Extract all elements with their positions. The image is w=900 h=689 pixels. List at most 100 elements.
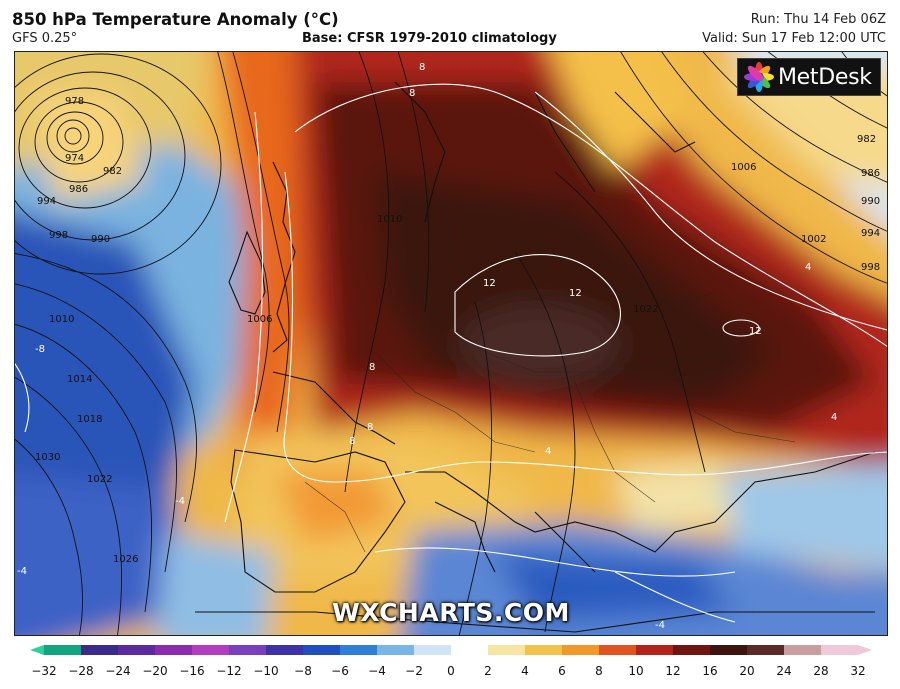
anomaly-contours <box>15 83 887 623</box>
anomaly-label: 4 <box>545 446 551 457</box>
isobar-label: 1006 <box>731 162 756 173</box>
colorbar-swatch <box>155 645 193 655</box>
chart-title: 850 hPa Temperature Anomaly (°C) <box>12 10 339 29</box>
isobar-label: 1026 <box>113 554 138 565</box>
isobar-label: 1010 <box>49 314 74 325</box>
colorbar-swatch <box>821 645 859 655</box>
isobar-label: 994 <box>861 228 880 239</box>
anomaly-map: 978 974 982 986 990 994 998 1010 1014 10… <box>14 51 888 636</box>
isobar-label: 1006 <box>247 314 272 325</box>
colorbar-swatch <box>303 645 341 655</box>
colorbar-tick-label: 8 <box>595 664 603 678</box>
colorbar-swatch <box>525 645 563 655</box>
isobar-label: 974 <box>65 153 84 164</box>
colorbar-tick-label: 2 <box>484 664 492 678</box>
isobar-label: 986 <box>69 184 88 195</box>
isobar-label: 998 <box>49 230 68 241</box>
colorbar-arrow-high <box>858 645 872 655</box>
colorbar-swatch <box>636 645 674 655</box>
colorbar-swatch <box>377 645 415 655</box>
anomaly-label: 8 <box>419 62 425 73</box>
borders <box>304 201 796 553</box>
climatology-base-label: Base: CFSR 1979-2010 climatology <box>302 31 557 46</box>
anomaly-label: -4 <box>17 566 27 577</box>
colorbar-tick-label: −10 <box>253 664 278 678</box>
anomaly-label: 8 <box>367 422 373 433</box>
colorbar-tick-label: −24 <box>105 664 130 678</box>
anomaly-label: 8 <box>409 88 415 99</box>
anomaly-label: 4 <box>831 412 837 423</box>
isobar-label: 978 <box>65 96 84 107</box>
model-label: GFS 0.25° <box>12 31 78 46</box>
colorbar-tick-label: 28 <box>813 664 828 678</box>
coastlines <box>195 81 876 633</box>
isobar-label: 990 <box>91 234 110 245</box>
colorbar-tick-label: 0 <box>447 664 455 678</box>
colorbar-tick-label: 32 <box>850 664 865 678</box>
colorbar-swatch <box>266 645 304 655</box>
colorbar-swatch <box>340 645 378 655</box>
isobar-label: 982 <box>103 166 122 177</box>
isobar-label: 990 <box>861 196 880 207</box>
isobar-contours <box>15 52 887 635</box>
metdesk-flower-icon <box>744 62 774 92</box>
colorbar-tick-labels: −32 −28 −24 −20 −16 −12 −10 −8 −6 −4 −2 0 2 4 6 8 10 12 16… <box>31 664 865 678</box>
colorbar-swatch <box>562 645 600 655</box>
colorbar-tick-label: −6 <box>331 664 349 678</box>
anomaly-label: -4 <box>655 620 665 631</box>
colorbar-tick-label: −12 <box>216 664 241 678</box>
isobar-label: 1014 <box>67 374 92 385</box>
colorbar-tick-label: 6 <box>558 664 566 678</box>
watermark: WXCHARTS.COM <box>332 598 570 627</box>
isobar-label: 1030 <box>35 452 60 463</box>
colorbar-swatch <box>451 645 489 655</box>
isobar-label: 994 <box>37 196 56 207</box>
anomaly-label: 12 <box>483 278 496 289</box>
colorbar-tick-label: −4 <box>368 664 386 678</box>
valid-time-label: Valid: Sun 17 Feb 12:00 UTC <box>702 31 886 46</box>
anomaly-labels: 8 8 8 8 8 12 12 12 -8 4 4 -4 -4 -4 4 <box>17 62 837 631</box>
colorbar-swatch <box>81 645 119 655</box>
colorbar-swatch <box>488 645 526 655</box>
logo-text: MetDesk <box>778 64 872 90</box>
colorbar-tick-label: 12 <box>665 664 680 678</box>
colorbar-tick-label: −32 <box>31 664 56 678</box>
colorbar-swatch <box>784 645 822 655</box>
isobar-label: 1022 <box>87 474 112 485</box>
isobar-label: 982 <box>857 134 876 145</box>
isobar-label: 1002 <box>801 234 826 245</box>
colorbar-swatches <box>30 645 872 655</box>
colorbar-swatch <box>673 645 711 655</box>
colorbar-swatch <box>118 645 156 655</box>
isobar-label: 998 <box>861 262 880 273</box>
colorbar-legend: −32 −28 −24 −20 −16 −12 −10 −8 −6 −4 −2 0 2 4 6 8 10 12 16… <box>30 645 872 678</box>
isobar-labels: 978 974 982 986 990 994 998 1010 1014 10… <box>35 96 880 565</box>
anomaly-label: 12 <box>749 326 762 337</box>
isobar-label: 986 <box>861 168 880 179</box>
run-time-label: Run: Thu 14 Feb 06Z <box>750 12 886 27</box>
colorbar-tick-label: 16 <box>702 664 717 678</box>
colorbar-tick-label: −8 <box>294 664 312 678</box>
colorbar-swatch <box>44 645 82 655</box>
anomaly-label: 8 <box>349 436 355 447</box>
colorbar-tick-label: 20 <box>739 664 754 678</box>
colorbar-swatch <box>192 645 230 655</box>
colorbar-tick-label: 24 <box>776 664 791 678</box>
anomaly-label: 4 <box>805 262 811 273</box>
anomaly-label: -4 <box>175 496 185 507</box>
colorbar-tick-label: 10 <box>628 664 643 678</box>
anomaly-label: 8 <box>369 362 375 373</box>
colorbar-tick-label: −16 <box>179 664 204 678</box>
colorbar-swatch <box>599 645 637 655</box>
metdesk-logo: MetDesk <box>737 58 881 96</box>
colorbar-tick-label: 4 <box>521 664 529 678</box>
isobar-label: 1010 <box>377 214 402 225</box>
anomaly-field <box>15 52 887 635</box>
colorbar-swatch <box>710 645 748 655</box>
colorbar-swatch <box>229 645 267 655</box>
anomaly-label: -8 <box>35 344 45 355</box>
colorbar-tick-label: −20 <box>142 664 167 678</box>
isobar-label: 1022 <box>633 304 658 315</box>
colorbar-swatch <box>414 645 452 655</box>
colorbar-swatch <box>747 645 785 655</box>
